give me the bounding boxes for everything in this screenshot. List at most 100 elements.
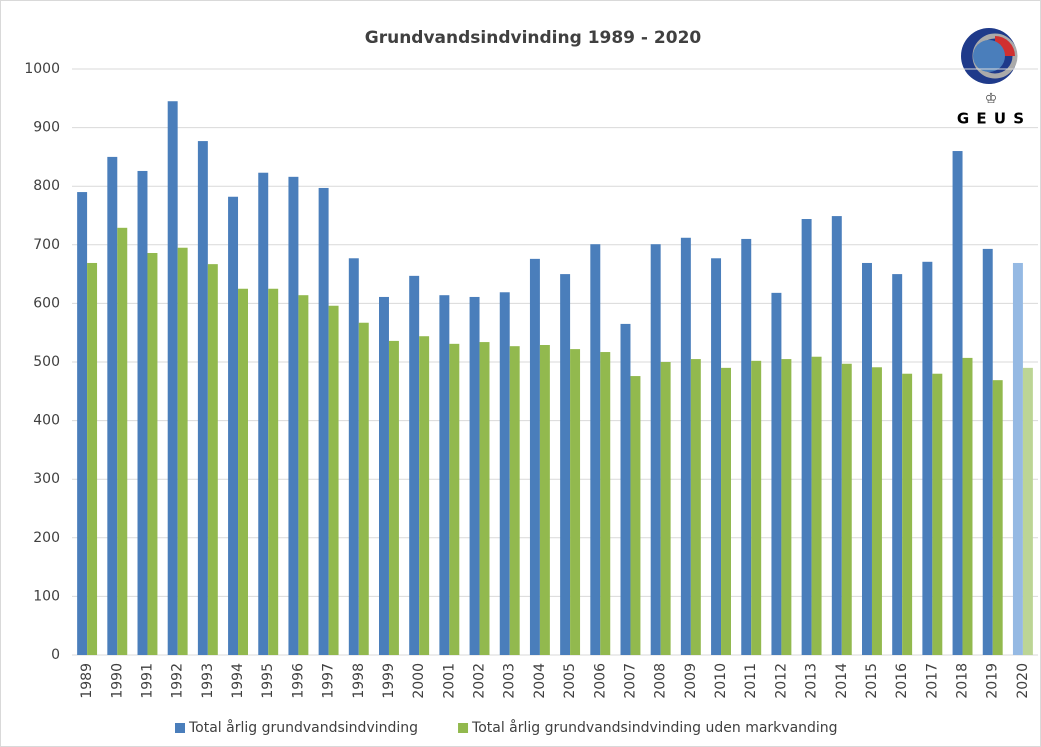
bar: [982, 248, 993, 656]
bar: [77, 192, 88, 655]
y-tick-label: 300: [33, 471, 60, 487]
bar: [388, 340, 399, 655]
bar: [238, 288, 248, 655]
bar: [660, 362, 671, 655]
bar: [439, 295, 450, 655]
y-tick-label: 0: [51, 647, 60, 663]
x-tick-label: 2002: [472, 663, 488, 699]
x-tick-label: 1996: [290, 663, 306, 699]
bar: [892, 274, 903, 655]
bar: [258, 172, 269, 656]
x-tick-label: 1997: [321, 663, 337, 699]
bar: [721, 367, 731, 655]
chart-title: Grundvandsindvinding 1989 - 2020: [365, 28, 702, 48]
bar: [992, 380, 1003, 655]
bar: [680, 237, 691, 655]
x-tick-label: 2015: [864, 663, 880, 699]
bar: [318, 187, 329, 655]
x-tick-label: 2000: [411, 663, 427, 699]
x-tick-label: 2013: [804, 663, 820, 699]
bar: [932, 373, 943, 655]
x-tick-label: 2019: [985, 663, 1001, 699]
bar: [570, 349, 581, 655]
x-tick-label: 2004: [532, 663, 548, 699]
bar: [741, 238, 752, 655]
x-tick-label: 1990: [109, 663, 125, 699]
y-tick-label: 900: [33, 120, 60, 136]
bar: [419, 336, 430, 655]
x-tick-label: 2012: [773, 663, 789, 699]
bar: [328, 305, 339, 655]
bar: [902, 373, 913, 655]
bar: [137, 170, 148, 656]
y-tick-label: 1000: [24, 61, 60, 77]
x-tick-label: 2017: [924, 663, 940, 699]
bar: [117, 227, 128, 655]
bar: [831, 216, 842, 655]
logo-text: G E U S: [957, 110, 1025, 128]
bar: [600, 352, 611, 655]
bar: [479, 342, 490, 655]
bar: [499, 292, 510, 655]
bar: [781, 359, 792, 655]
x-tick-label: 1994: [230, 663, 246, 699]
svg-text:♔: ♔: [985, 91, 998, 107]
bar: [358, 322, 369, 655]
bar: [862, 262, 872, 655]
y-tick-label: 200: [33, 530, 60, 546]
x-tick-label: 2005: [562, 663, 578, 699]
bar: [922, 261, 933, 655]
bar: [167, 101, 178, 656]
bar: [228, 196, 239, 656]
legend-label: Total årlig grundvandsindvinding uden ma…: [471, 719, 838, 736]
legend-swatch: [175, 723, 185, 733]
bar: [107, 156, 118, 655]
x-tick-label: 1995: [260, 663, 276, 699]
x-tick-label: 2001: [441, 663, 457, 699]
bar: [509, 346, 520, 655]
bar: [811, 356, 822, 655]
y-tick-label: 600: [33, 295, 60, 311]
bar: [690, 359, 701, 655]
bar: [197, 141, 208, 655]
x-tick-label: 2016: [894, 663, 910, 699]
bar: [147, 253, 158, 655]
bar: [801, 219, 812, 656]
bar: [177, 247, 188, 656]
bar: [962, 357, 973, 655]
bar: [1022, 367, 1033, 655]
bar: [1012, 262, 1023, 655]
bar: [711, 258, 722, 655]
bar: [590, 244, 601, 656]
x-tick-label: 2020: [1015, 663, 1031, 699]
bar: [288, 176, 299, 655]
bar: [650, 244, 661, 656]
x-tick-label: 2018: [955, 663, 971, 699]
x-tick-label: 2009: [683, 663, 699, 699]
bar: [952, 151, 963, 656]
x-tick-label: 1993: [200, 663, 216, 699]
y-tick-label: 500: [33, 354, 60, 370]
x-tick-label: 1992: [170, 663, 186, 699]
x-tick-label: 2011: [743, 663, 759, 699]
bar: [298, 295, 309, 655]
bar: [409, 275, 420, 655]
y-tick-label: 100: [33, 588, 60, 604]
x-tick-label: 1991: [139, 663, 155, 699]
x-tick-label: 2008: [653, 663, 669, 699]
bar: [560, 274, 571, 655]
x-tick-label: 2003: [502, 663, 518, 699]
bar: [529, 258, 540, 655]
x-tick-label: 2007: [622, 663, 638, 699]
bar: [841, 363, 852, 655]
bar: [449, 343, 460, 655]
bar: [207, 264, 218, 655]
x-tick-label: 2010: [713, 663, 729, 699]
legend-label: Total årlig grundvandsindvinding: [188, 719, 418, 736]
x-tick-label: 2014: [834, 663, 850, 699]
x-tick-label: 1999: [381, 663, 397, 699]
legend-swatch: [458, 723, 469, 733]
bar: [620, 323, 631, 655]
bar: [268, 288, 279, 655]
